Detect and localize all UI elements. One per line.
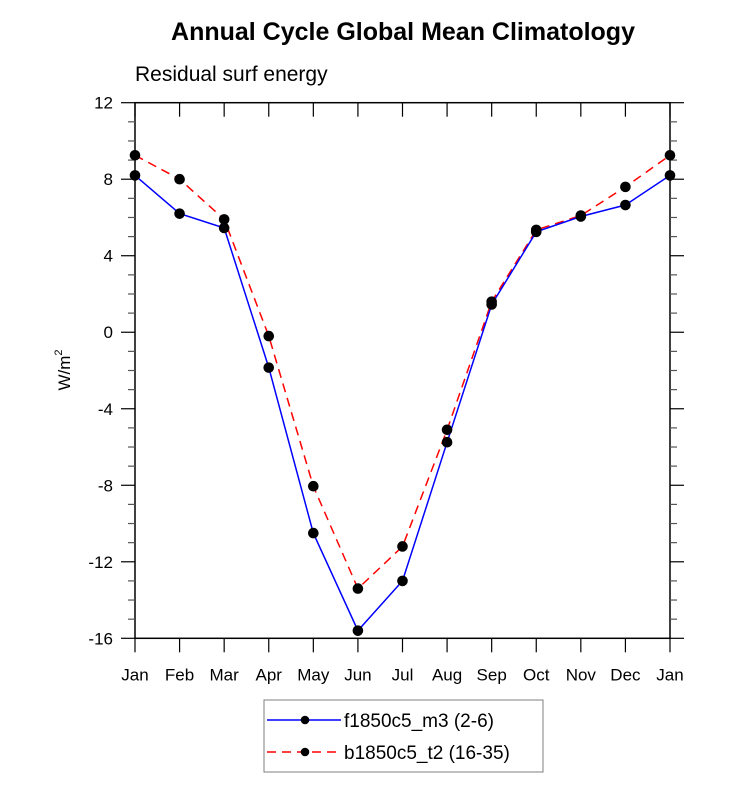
data-point-series-1 [129, 150, 141, 161]
chart-subtitle: Residual surf energy [135, 63, 328, 86]
data-point-series-0 [174, 208, 185, 219]
y-tick-label: 4 [104, 247, 113, 266]
data-point-series-0 [263, 362, 275, 373]
legend-label-1: b1850c5_t2 (16-35) [344, 743, 510, 764]
y-tick-label: 12 [94, 94, 113, 113]
x-tick-label: Jan [121, 665, 148, 684]
legend: f1850c5_m3 (2-6) b1850c5_t2 (16-35) [263, 699, 544, 773]
series-line-1 [134, 154, 671, 590]
x-tick-label: Oct [523, 665, 550, 684]
chart-title: Annual Cycle Global Mean Climatology [171, 18, 635, 46]
y-axis-ticks: 12 8 4 0 -4 -8 -12 -16 [88, 94, 684, 648]
plot-frame [134, 101, 671, 640]
x-tick-label: Jun [344, 665, 371, 684]
y-axis-label-text: W/m [55, 356, 74, 391]
data-point-series-0 [575, 211, 587, 222]
legend-label-0: f1850c5_m3 (2-6) [344, 711, 494, 732]
data-point-series-1 [620, 181, 631, 193]
legend-marker-0 [300, 715, 310, 725]
y-tick-label: -4 [98, 400, 113, 419]
y-tick-label: -16 [88, 629, 113, 648]
data-point-series-0 [308, 527, 319, 539]
y-axis-label-superscript: 2 [53, 349, 65, 355]
axes [134, 101, 671, 640]
data-point-series-1 [308, 480, 319, 492]
x-tick-label: Dec [610, 665, 641, 684]
y-tick-label: 8 [104, 170, 113, 189]
data-point-series-0 [530, 226, 542, 238]
data-point-series-1 [441, 424, 453, 436]
data-point-series-0 [129, 170, 141, 181]
y-tick-label: -8 [98, 476, 113, 495]
data-point-series-1 [352, 583, 364, 594]
data-point-series-0 [441, 436, 453, 448]
data-point-series-1 [664, 150, 676, 161]
legend-entry-1: b1850c5_t2 (16-35) [267, 743, 510, 764]
data-point-series-1 [174, 173, 185, 185]
y-axis-label: W/m2 [53, 349, 74, 390]
x-tick-label: Mar [210, 665, 240, 684]
x-tick-label: May [297, 665, 330, 684]
x-tick-label: Jul [392, 665, 414, 684]
data-point-series-0 [664, 170, 676, 181]
data-point-series-1 [218, 214, 230, 225]
data-point-series-1 [263, 330, 275, 342]
x-tick-label: Apr [256, 665, 283, 684]
x-axis-ticks: Jan Feb Mar Apr May Jun Jul Aug Sep Oct Nov Dec Jan [121, 102, 684, 684]
x-tick-label: Aug [432, 665, 462, 684]
series-layer [129, 150, 676, 636]
legend-box [263, 699, 544, 773]
y-tick-label: 0 [104, 323, 113, 342]
data-point-series-0 [397, 575, 408, 587]
data-point-series-0 [486, 299, 497, 310]
x-tick-label: Nov [566, 665, 597, 684]
legend-marker-1 [300, 747, 310, 757]
x-tick-label: Jan [656, 665, 683, 684]
svg-text:W/m2: W/m2 [53, 349, 74, 390]
x-tick-label: Feb [165, 665, 194, 684]
data-point-series-0 [620, 199, 631, 211]
data-point-series-0 [352, 625, 364, 636]
y-tick-label: -12 [88, 553, 113, 572]
series-line-0 [134, 174, 671, 632]
data-point-series-0 [218, 222, 230, 234]
legend-entry-0: f1850c5_m3 (2-6) [267, 711, 494, 732]
data-point-series-1 [397, 541, 408, 552]
x-tick-label: Sep [477, 665, 507, 684]
